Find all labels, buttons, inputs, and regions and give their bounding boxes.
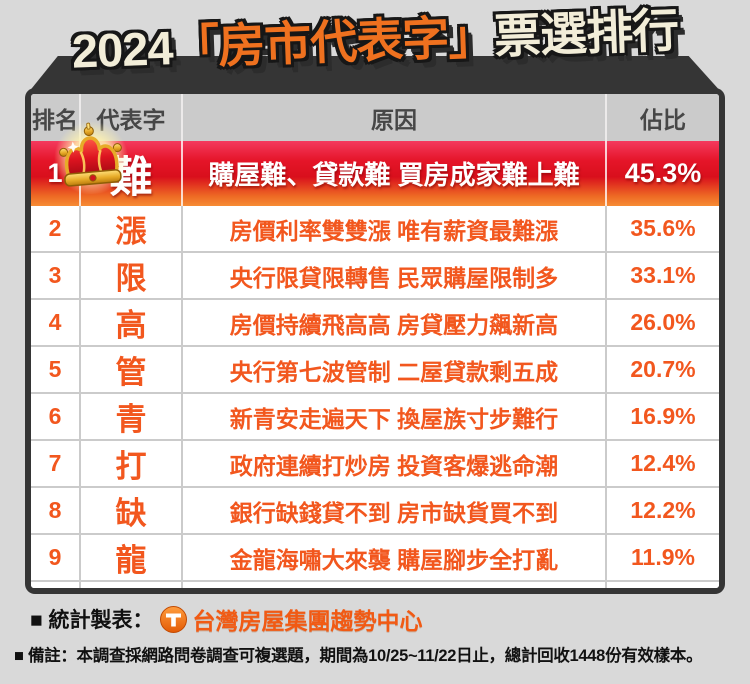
table-header-row: 排名 代表字 原因 佔比 xyxy=(31,94,719,141)
char-value: 打 xyxy=(81,441,183,486)
share-value: 33.1% xyxy=(630,262,696,288)
ranking-table-inner: 排名 代表字 原因 佔比 1 難 購屋難、貸款難 買房成家難上難 45.3% 2… xyxy=(31,94,719,588)
rank-value: 10 xyxy=(31,582,81,588)
reason-value: 銀行缺錢貸不到 房市缺貨買不到 xyxy=(183,488,607,533)
reason-value: 央行限貸限轉售 民眾購屋限制多 xyxy=(183,253,607,298)
char-value: 高 xyxy=(81,300,183,345)
title-year: 2024 xyxy=(70,21,174,78)
reason-value: 房價利率雙雙漲 唯有薪資最難漲 xyxy=(183,206,607,251)
title-highlight: 「房市代表字」 xyxy=(171,9,496,75)
footer-source-label: ■ 統計製表： xyxy=(30,609,154,632)
table-row-2: 2 漲 房價利率雙雙漲 唯有薪資最難漲 35.6% xyxy=(31,206,719,251)
reason-value: 新青安走遍天下 換屋族寸步難行 xyxy=(183,394,607,439)
table-row-10: 10 降 期待房市降價潮 危機入市好時機 11.0% xyxy=(31,580,719,588)
table-row-5: 5 管 央行第七波管制 二屋貸款剩五成 20.7% xyxy=(31,345,719,392)
rank-value: 5 xyxy=(31,347,81,392)
char-value: 限 xyxy=(81,253,183,298)
reason-value: 房價持續飛高高 房貸壓力飆新高 xyxy=(183,300,607,345)
char-value: 青 xyxy=(81,394,183,439)
rank-value: 6 xyxy=(31,394,81,439)
char-value: 缺 xyxy=(81,488,183,533)
share-value: 45.3% xyxy=(624,158,702,188)
share-value: 12.4% xyxy=(630,450,696,476)
share-value: 16.9% xyxy=(630,403,696,429)
table-row-3: 3 限 央行限貸限轉售 民眾購屋限制多 33.1% xyxy=(31,251,719,298)
table-row-1: 1 難 購屋難、貸款難 買房成家難上難 45.3% xyxy=(31,141,719,206)
reason-value: 金龍海嘯大來襲 購屋腳步全打亂 xyxy=(183,535,607,580)
footer-source-name: 台灣房屋集團趨勢中心 xyxy=(192,608,423,634)
header-share: 佔比 xyxy=(640,106,686,133)
reason-value: 央行第七波管制 二屋貸款剩五成 xyxy=(183,347,607,392)
char-value: 龍 xyxy=(81,535,183,580)
table-row-4: 4 高 房價持續飛高高 房貸壓力飆新高 26.0% xyxy=(31,298,719,345)
taiwan-housing-logo-icon xyxy=(159,605,187,633)
table-row-6: 6 青 新青安走遍天下 換屋族寸步難行 16.9% xyxy=(31,392,719,439)
char-value: 漲 xyxy=(81,206,183,251)
share-value: 11.0% xyxy=(607,582,719,588)
reason-value: 政府連續打炒房 投資客爆逃命潮 xyxy=(183,441,607,486)
footer-note: ■ 備註：本調查採網路問卷調查可複選題，期間為10/25~11/22日止，總計回… xyxy=(14,647,703,665)
reason-value: 期待房市降價潮 危機入市好時機 xyxy=(183,582,607,588)
char-value: 管 xyxy=(81,347,183,392)
share-value: 35.6% xyxy=(630,215,696,241)
reason-value: 購屋難、貸款難 買房成家難上難 xyxy=(183,141,607,206)
rank-value: 4 xyxy=(31,300,81,345)
share-value: 12.2% xyxy=(630,497,696,523)
rank-value: 2 xyxy=(31,206,81,251)
char-value: 降 xyxy=(81,582,183,588)
header-reason: 原因 xyxy=(183,94,607,141)
share-value: 20.7% xyxy=(630,356,696,382)
rank-value: 9 xyxy=(31,535,81,580)
title-suffix: 票選排行 xyxy=(493,3,680,63)
rank-value: 7 xyxy=(31,441,81,486)
table-row-8: 8 缺 銀行缺錢貸不到 房市缺貨買不到 12.2% xyxy=(31,486,719,533)
table-row-9: 9 龍 金龍海嘯大來襲 購屋腳步全打亂 11.9% xyxy=(31,533,719,580)
rank-value: 8 xyxy=(31,488,81,533)
ranking-table: 排名 代表字 原因 佔比 1 難 購屋難、貸款難 買房成家難上難 45.3% 2… xyxy=(25,88,725,594)
rank-value: 3 xyxy=(31,253,81,298)
table-row-7: 7 打 政府連續打炒房 投資客爆逃命潮 12.4% xyxy=(31,439,719,486)
share-value: 26.0% xyxy=(630,309,696,335)
crown-icon xyxy=(54,120,129,195)
footer-source: ■ 統計製表： 台灣房屋集團趨勢中心 xyxy=(30,602,423,636)
share-value: 11.9% xyxy=(631,544,695,570)
title-banner-3d xyxy=(28,56,722,93)
